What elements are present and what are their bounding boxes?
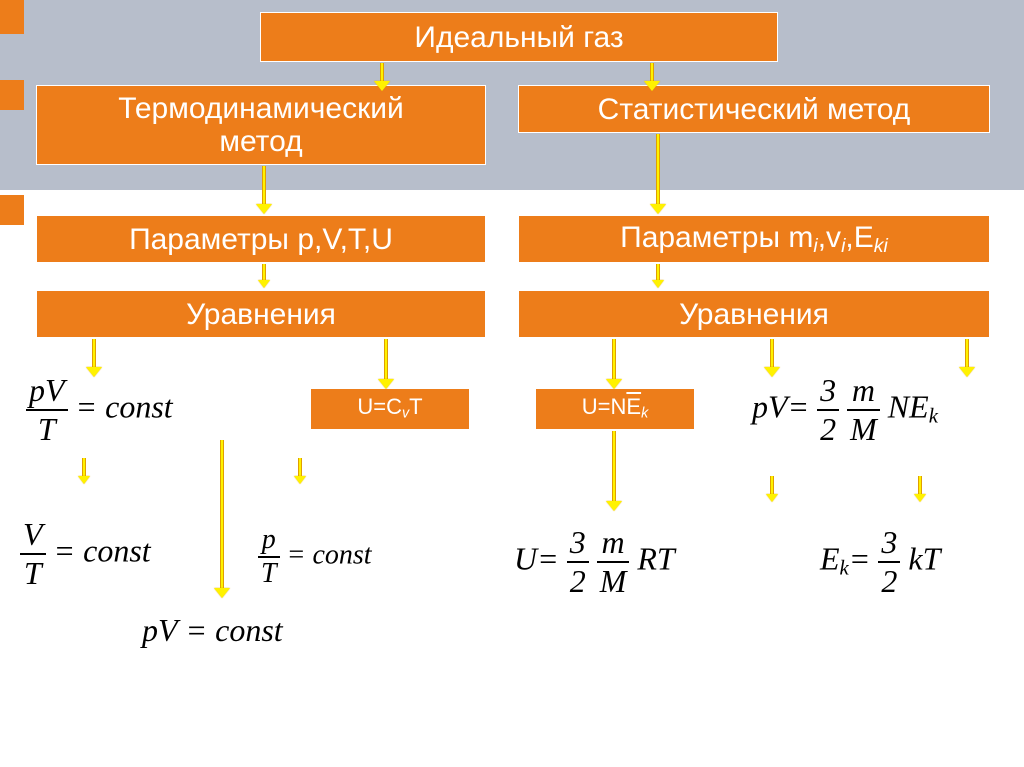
equation-ek-kt: Ek= 32 kT — [820, 524, 940, 600]
down-arrow-icon — [82, 458, 86, 478]
equation-pv-const: pV = const — [142, 612, 283, 649]
equation-u-rt: U= 32 mM RT — [514, 524, 675, 600]
down-arrow-icon — [918, 476, 922, 496]
down-arrow-icon — [262, 166, 266, 206]
box-label: Статистический метод — [598, 93, 911, 126]
down-arrow-icon — [656, 134, 660, 206]
box-label: Термодинамическийметод — [118, 92, 404, 158]
down-arrow-icon — [298, 458, 302, 478]
node-thermodynamic-method: Термодинамическийметод — [36, 85, 486, 165]
node-u-nek: U=NEk — [535, 388, 695, 430]
down-arrow-icon — [770, 476, 774, 496]
left-edge-tab — [0, 80, 24, 110]
box-label: U=NEk — [582, 395, 648, 422]
down-arrow-icon — [612, 431, 616, 503]
left-edge-tab — [0, 195, 24, 225]
box-label: Параметры p,V,T,U — [129, 223, 393, 256]
box-label: Идеальный газ — [414, 21, 623, 54]
equation-vt-const: VT = const — [20, 516, 151, 592]
equation-pvt-const: pVT = const — [26, 372, 173, 448]
node-statistical-method: Статистический метод — [518, 85, 990, 133]
down-arrow-icon — [262, 264, 266, 282]
down-arrow-icon — [612, 339, 616, 381]
box-label: Параметры mi,vi,Eki — [620, 221, 888, 257]
down-arrow-icon — [380, 63, 384, 83]
down-arrow-icon — [92, 339, 96, 369]
node-ideal-gas: Идеальный газ — [260, 12, 778, 62]
box-label: Уравнения — [186, 298, 336, 331]
box-label: U=CvT — [357, 395, 422, 422]
node-equations-left: Уравнения — [36, 290, 486, 338]
down-arrow-icon — [650, 63, 654, 83]
down-arrow-icon — [965, 339, 969, 369]
node-params-right: Параметры mi,vi,Eki — [518, 215, 990, 263]
equation-pv-nek: pV= 32 mM NEk — [752, 372, 938, 448]
down-arrow-icon — [220, 440, 224, 590]
equation-pt-const: pT = const — [258, 524, 372, 590]
down-arrow-icon — [384, 339, 388, 381]
node-u-cvt: U=CvT — [310, 388, 470, 430]
box-label: Уравнения — [679, 298, 829, 331]
node-params-left: Параметры p,V,T,U — [36, 215, 486, 263]
down-arrow-icon — [770, 339, 774, 369]
down-arrow-icon — [656, 264, 660, 282]
left-edge-tab — [0, 0, 24, 34]
node-equations-right: Уравнения — [518, 290, 990, 338]
